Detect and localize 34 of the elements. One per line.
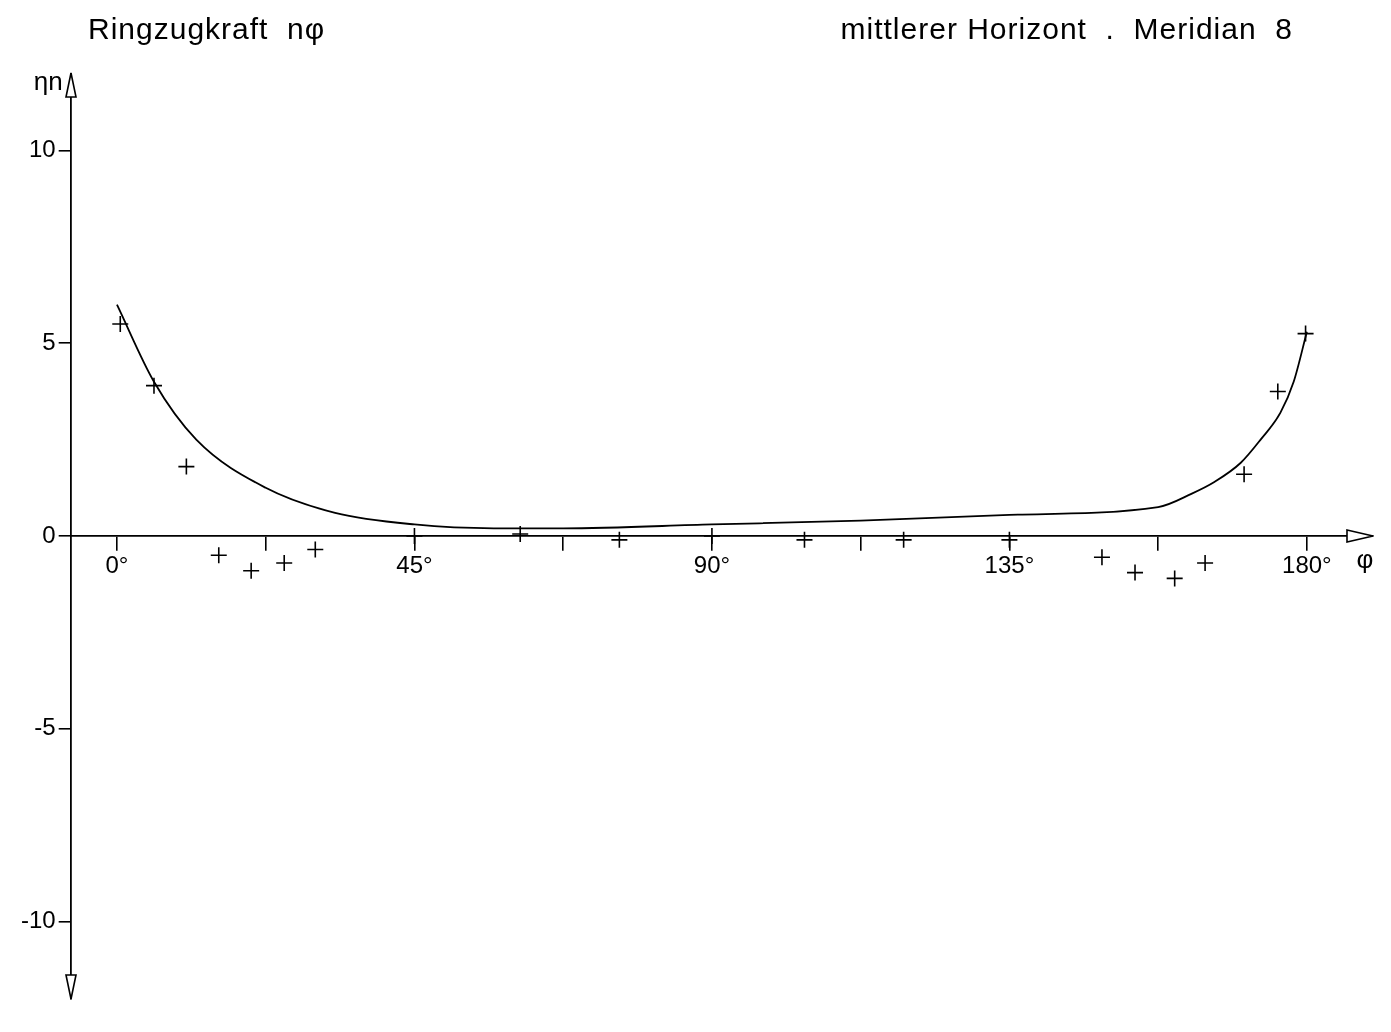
x-tick-label: 90° xyxy=(693,551,731,579)
point xyxy=(111,315,130,333)
point xyxy=(610,531,629,549)
point xyxy=(306,540,325,559)
point xyxy=(894,531,913,549)
x-axis-title: φ xyxy=(1356,544,1374,575)
point xyxy=(275,554,294,572)
point xyxy=(1093,548,1111,566)
chart-title: Ringzugkraft nφ xyxy=(88,12,326,47)
y-tick-label: -5 xyxy=(34,713,56,741)
point xyxy=(1269,382,1287,401)
x-tick-label: 135° xyxy=(984,551,1035,579)
y-tick-label: -10 xyxy=(21,906,56,934)
point xyxy=(1296,324,1315,343)
point xyxy=(1196,554,1214,572)
point xyxy=(1126,563,1144,582)
y-tick-label: 5 xyxy=(42,327,56,355)
point xyxy=(795,531,814,549)
chart-subtitle: mittlerer Horizont . Meridian 8 xyxy=(840,12,1293,47)
point xyxy=(405,527,424,545)
point xyxy=(177,457,196,476)
y-axis-title: ηn xyxy=(33,65,63,96)
point xyxy=(1000,531,1019,549)
point xyxy=(1165,569,1184,588)
point xyxy=(209,546,228,565)
x-tick-label: 0° xyxy=(105,551,129,579)
point xyxy=(242,561,260,580)
x-tick-label: 180° xyxy=(1282,551,1332,579)
point xyxy=(1235,465,1253,484)
point xyxy=(511,525,530,543)
y-tick-label: 0 xyxy=(42,520,56,548)
point xyxy=(145,376,163,395)
y-tick-label: 10 xyxy=(28,135,56,163)
x-tick-label: 45° xyxy=(396,551,433,579)
